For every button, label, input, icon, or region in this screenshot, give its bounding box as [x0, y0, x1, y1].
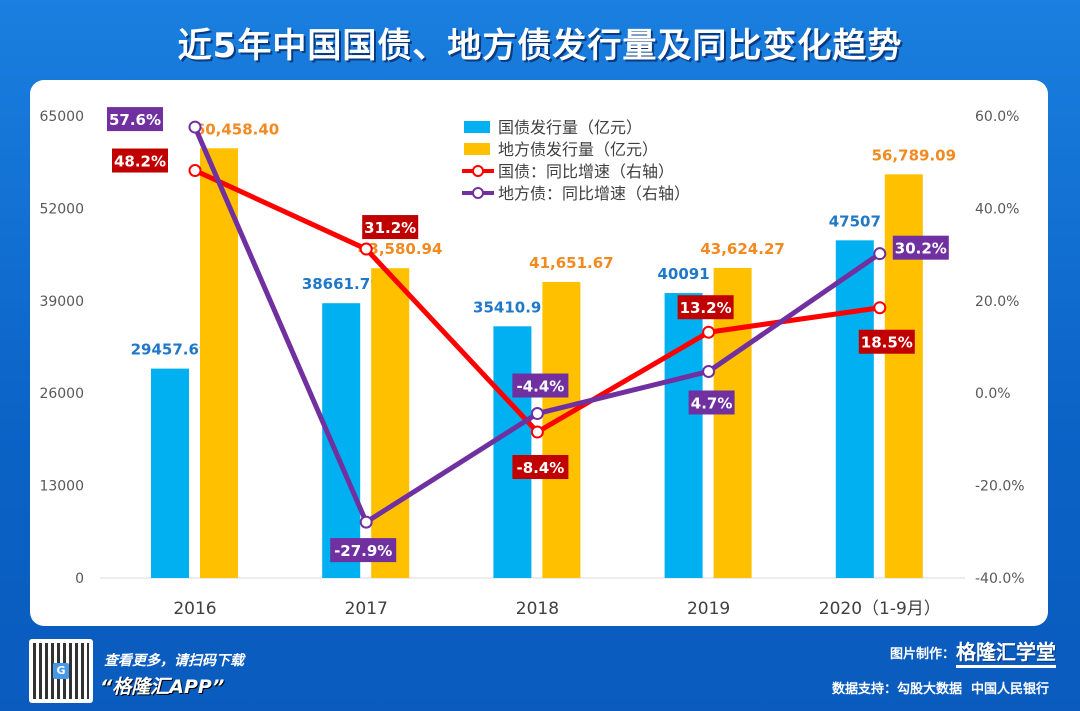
legend-swatch	[464, 143, 490, 155]
bar-national-debt	[151, 368, 189, 578]
legend-entry: 地方债：同比增速（右轴）	[498, 184, 690, 203]
qr-badge: G	[53, 663, 69, 679]
line-point	[359, 242, 373, 256]
data-label-box	[512, 455, 569, 480]
legend-entry: 地方债发行量（亿元）	[498, 140, 658, 159]
bar-label-local-debt: 43,624.27	[700, 240, 784, 258]
line-point	[530, 425, 544, 439]
data-label-box	[330, 538, 397, 563]
x-tick-label: 2017	[345, 599, 388, 619]
bar-local-debt	[200, 148, 238, 579]
legend-swatch	[464, 121, 490, 133]
brand-logo: 格隆汇学堂	[956, 636, 1056, 668]
data-source: 数据支持：勾股大数据 中国人民银行	[832, 682, 1050, 697]
data-label: 48.2%	[114, 153, 166, 171]
data-label-box	[107, 107, 163, 132]
x-tick-label: 2018	[516, 599, 559, 619]
line-point	[359, 515, 373, 529]
bar-national-debt	[835, 240, 874, 579]
line-point	[530, 407, 544, 421]
bar-label-local-debt: 43,580.94	[358, 240, 442, 258]
data-label-box	[512, 373, 569, 398]
x-tick-label: 2016	[173, 599, 216, 619]
bar-label-local-debt: 60,458.40	[195, 120, 279, 138]
data-label: 31.2%	[364, 219, 416, 237]
legend-marker	[472, 187, 484, 199]
left-tick-label: 65000	[39, 109, 84, 125]
bar-national-debt	[322, 303, 361, 578]
bar-local-debt	[884, 174, 923, 578]
data-label-box	[858, 329, 915, 354]
data-label: 13.2%	[680, 299, 732, 317]
bar-label-local-debt: 56,789.09	[872, 146, 956, 164]
data-label: 30.2%	[895, 240, 947, 258]
legend-entry: 国债发行量（亿元）	[498, 118, 642, 137]
line-point	[188, 164, 202, 178]
right-tick-label: -20.0%	[975, 479, 1025, 495]
data-label-box	[112, 148, 168, 173]
data-label: 4.7%	[691, 394, 733, 412]
line-point	[702, 325, 716, 339]
data-label: -4.4%	[516, 378, 564, 396]
data-label-box	[892, 235, 949, 260]
legend-marker	[472, 165, 484, 177]
left-tick-label: 26000	[39, 386, 84, 402]
data-label: -27.9%	[334, 542, 392, 560]
data-label: 57.6%	[109, 111, 161, 129]
bar-local-debt	[713, 267, 752, 578]
made-by-label: 图片制作：	[890, 647, 956, 662]
data-label-box	[688, 390, 735, 415]
left-tick-label: 13000	[39, 479, 84, 495]
left-tick-label: 52000	[39, 201, 84, 217]
line-point	[188, 120, 202, 134]
bar-local-debt	[371, 268, 410, 578]
chart-title: 近5年中国国债、地方债发行量及同比变化趋势	[177, 26, 903, 66]
promo-line1: 查看更多，请扫码下载	[104, 653, 244, 669]
data-label-box	[362, 215, 419, 240]
legend-entry: 国债：同比增速（右轴）	[498, 162, 674, 181]
qr-code[interactable]: G	[29, 639, 93, 703]
bar-national-debt	[664, 293, 703, 578]
bar-label-national-debt: 38661.79	[302, 275, 381, 293]
data-label: -8.4%	[516, 459, 564, 477]
line-point	[873, 301, 887, 315]
bar-local-debt	[542, 281, 581, 578]
bar-label-national-debt: 29457.69	[131, 341, 210, 359]
data-label: 18.5%	[861, 334, 913, 352]
bar-national-debt	[493, 326, 532, 578]
right-tick-label: 0.0%	[975, 386, 1011, 402]
right-tick-label: 40.0%	[975, 201, 1019, 217]
bar-label-national-debt: 35410.97	[473, 298, 552, 316]
right-tick-label: 20.0%	[975, 294, 1019, 310]
bar-label-national-debt: 47507	[829, 212, 881, 230]
bar-label-local-debt: 41,651.67	[529, 254, 613, 272]
line-point	[873, 247, 887, 261]
right-tick-label: -40.0%	[975, 571, 1025, 587]
right-tick-label: 60.0%	[975, 109, 1019, 125]
left-tick-label: 0	[75, 571, 84, 587]
line-point	[702, 364, 716, 378]
bar-label-national-debt: 40091	[658, 265, 710, 283]
x-tick-label: 2020（1-9月）	[819, 599, 941, 619]
promo-line2: “格隆汇APP”	[100, 676, 225, 698]
left-tick-label: 39000	[39, 294, 84, 310]
x-tick-label: 2019	[687, 599, 730, 619]
data-label-box	[677, 295, 734, 320]
